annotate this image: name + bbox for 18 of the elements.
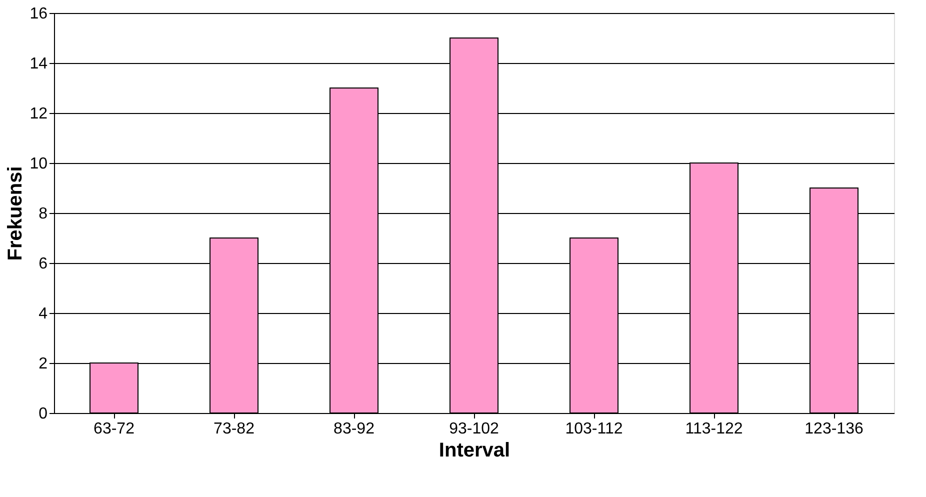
x-tick-label: 103-112 xyxy=(565,420,623,438)
y-tick-label: 0 xyxy=(38,406,48,422)
y-tick-label: 14 xyxy=(30,56,48,72)
x-tick-label: 93-102 xyxy=(449,420,500,438)
x-axis-title: Interval xyxy=(438,440,510,462)
x-tick-label: 73-82 xyxy=(214,420,255,438)
x-tick-label: 63-72 xyxy=(94,420,135,438)
y-tick-label: 8 xyxy=(38,206,48,222)
y-tick-label: 16 xyxy=(30,6,48,22)
y-axis-title: Frekuensi xyxy=(4,166,27,261)
y-tick-label: 6 xyxy=(38,256,48,272)
x-tick-label: 113-122 xyxy=(685,420,743,438)
x-tick-label: 123-136 xyxy=(804,420,864,438)
x-tick-label: 83-92 xyxy=(334,420,375,438)
y-tick-label: 10 xyxy=(30,156,48,172)
y-tick-label: 4 xyxy=(38,306,48,322)
y-tick-label: 2 xyxy=(38,356,48,372)
y-tick-label: 12 xyxy=(30,106,48,122)
